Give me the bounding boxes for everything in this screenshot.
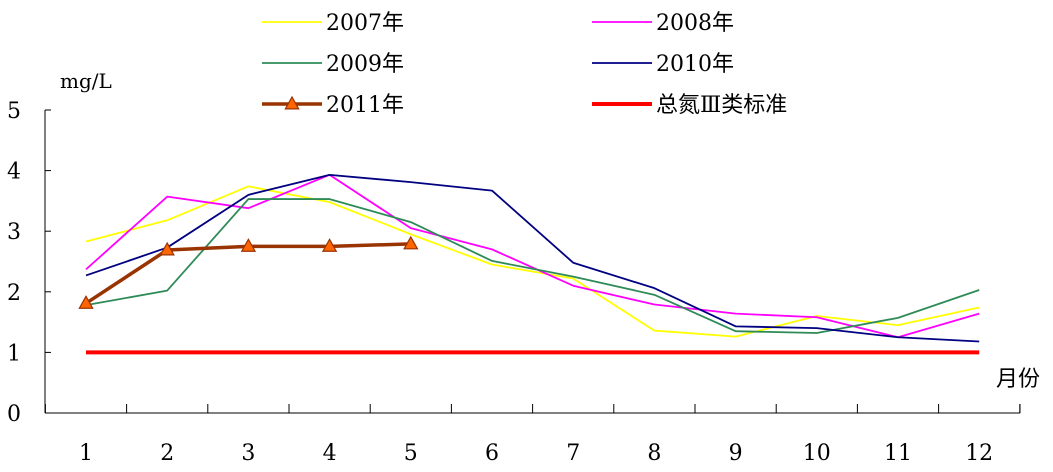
y-tick-label: 3 bbox=[7, 220, 21, 245]
series-4-point bbox=[321, 238, 338, 252]
x-tick-label: 12 bbox=[965, 441, 993, 466]
x-axis-label: 月份 bbox=[996, 367, 1040, 392]
legend-label: 总氮Ⅲ类标准 bbox=[656, 93, 787, 118]
y-axis-label: mg/L bbox=[60, 69, 112, 93]
legend: 2007年 2008年 2009年 2010年 2011年 总氮Ⅲ类标准 bbox=[262, 11, 787, 118]
y-tick-label: 4 bbox=[7, 160, 21, 185]
series-4-point bbox=[159, 241, 175, 256]
y-tick-label: 5 bbox=[7, 99, 21, 124]
x-tick-label: 11 bbox=[884, 441, 912, 466]
legend-label: 2010年 bbox=[656, 52, 734, 77]
series-layer bbox=[78, 173, 980, 355]
legend-label: 2009年 bbox=[326, 52, 404, 77]
series-1-line bbox=[85, 173, 980, 339]
series-3-line bbox=[85, 173, 980, 343]
series-4-point bbox=[240, 238, 257, 252]
legend-marker bbox=[284, 95, 300, 110]
y-tick-label: 2 bbox=[7, 281, 21, 306]
x-tick-label: 6 bbox=[485, 441, 499, 466]
legend-label: 2011年 bbox=[326, 93, 404, 118]
series-4-point bbox=[78, 295, 94, 309]
series-0-line bbox=[85, 185, 980, 338]
y-tick-label: 0 bbox=[7, 402, 21, 427]
series-4-line bbox=[85, 242, 411, 305]
x-tick-label: 10 bbox=[803, 441, 831, 466]
x-tick-label: 8 bbox=[647, 441, 661, 466]
x-tick-label: 9 bbox=[729, 441, 743, 466]
legend-label: 2007年 bbox=[326, 11, 404, 36]
x-tick-label: 4 bbox=[323, 441, 337, 466]
x-tick-label: 2 bbox=[160, 441, 174, 466]
legend-label: 2008年 bbox=[656, 11, 734, 36]
x-tick-label: 7 bbox=[566, 441, 580, 466]
x-tick-label: 5 bbox=[404, 441, 418, 466]
series-2-line bbox=[85, 198, 980, 334]
x-tick-label: 1 bbox=[79, 441, 93, 466]
x-tick-label: 3 bbox=[241, 441, 255, 466]
series-4-point bbox=[403, 235, 419, 250]
y-tick-label: 1 bbox=[7, 341, 21, 366]
